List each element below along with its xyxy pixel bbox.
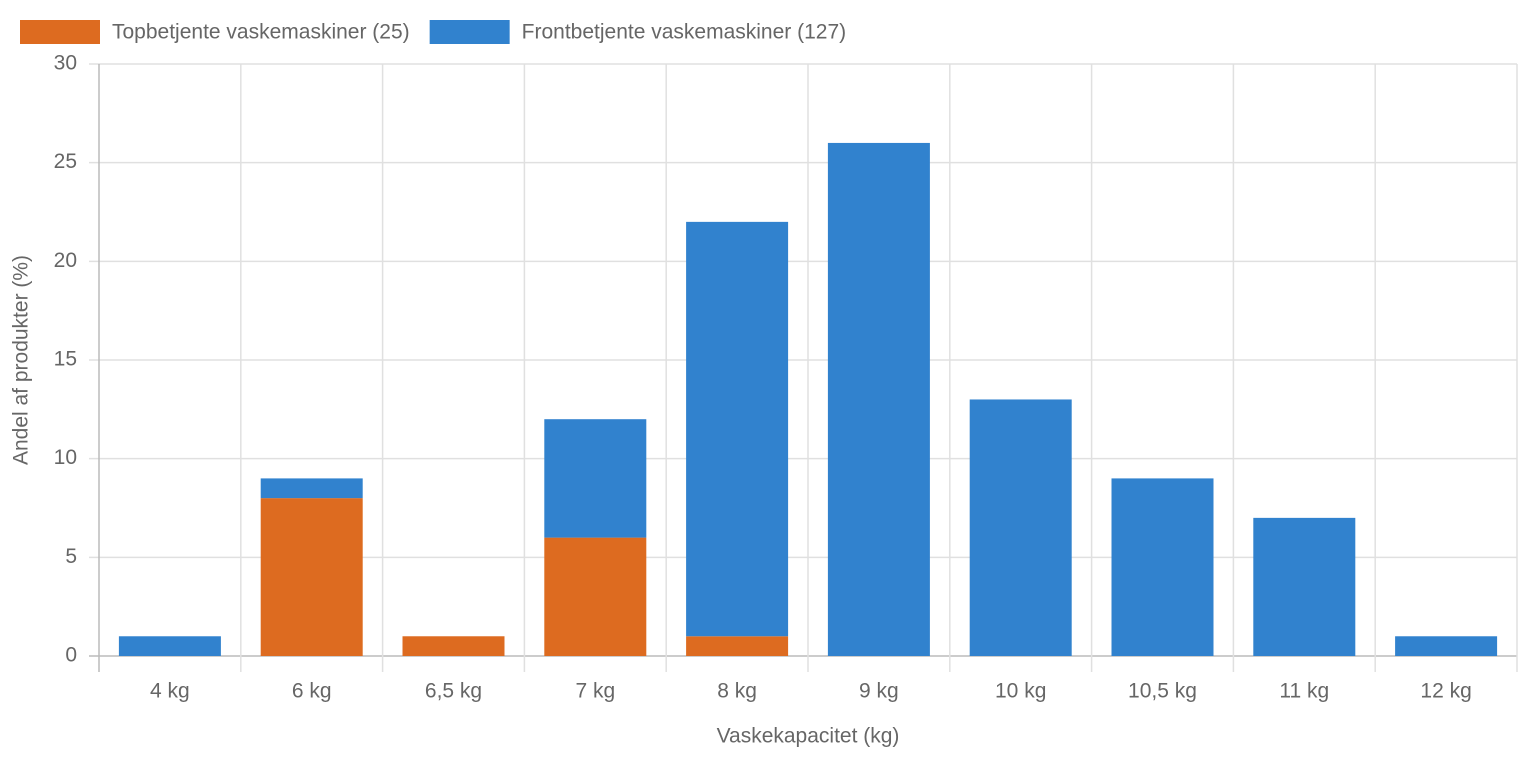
x-tick-label: 10,5 kg	[1128, 680, 1197, 703]
bar	[544, 419, 647, 538]
y-tick-label: 30	[54, 52, 77, 75]
legend-label[interactable]: Topbetjente vaskemaskiner (25)	[112, 21, 410, 44]
bar	[827, 142, 930, 656]
y-tick-label: 20	[54, 249, 77, 272]
x-tick-label: 10 kg	[995, 680, 1046, 703]
legend-label[interactable]: Frontbetjente vaskemaskiner (127)	[522, 21, 847, 44]
x-tick-label: 11 kg	[1279, 680, 1329, 703]
x-tick-label: 9 kg	[859, 680, 899, 703]
x-tick-label: 8 kg	[717, 680, 757, 703]
bar	[544, 537, 647, 656]
legend-swatch[interactable]	[429, 20, 510, 44]
y-axis-title: Andel af produkter (%)	[10, 255, 33, 465]
bar	[969, 399, 1072, 656]
x-tick-label: 7 kg	[575, 680, 615, 703]
x-tick-label: 6,5 kg	[425, 680, 482, 703]
bar	[402, 636, 505, 656]
x-tick-label: 12 kg	[1420, 680, 1471, 703]
bar	[260, 478, 363, 499]
bar	[1395, 636, 1498, 656]
bar	[1111, 478, 1214, 656]
bar	[686, 636, 789, 656]
bar	[686, 221, 789, 637]
x-axis-title: Vaskekapacitet (kg)	[717, 725, 900, 748]
x-tick-label: 6 kg	[292, 680, 332, 703]
bar	[1253, 517, 1356, 656]
y-tick-label: 10	[54, 446, 77, 469]
legend-swatch[interactable]	[20, 20, 100, 44]
y-tick-label: 25	[54, 150, 77, 173]
bar	[118, 636, 221, 656]
y-tick-label: 15	[54, 348, 77, 371]
y-tick-label: 5	[65, 545, 77, 568]
bar	[260, 498, 363, 656]
x-tick-label: 4 kg	[150, 680, 190, 703]
y-tick-label: 0	[65, 644, 77, 667]
